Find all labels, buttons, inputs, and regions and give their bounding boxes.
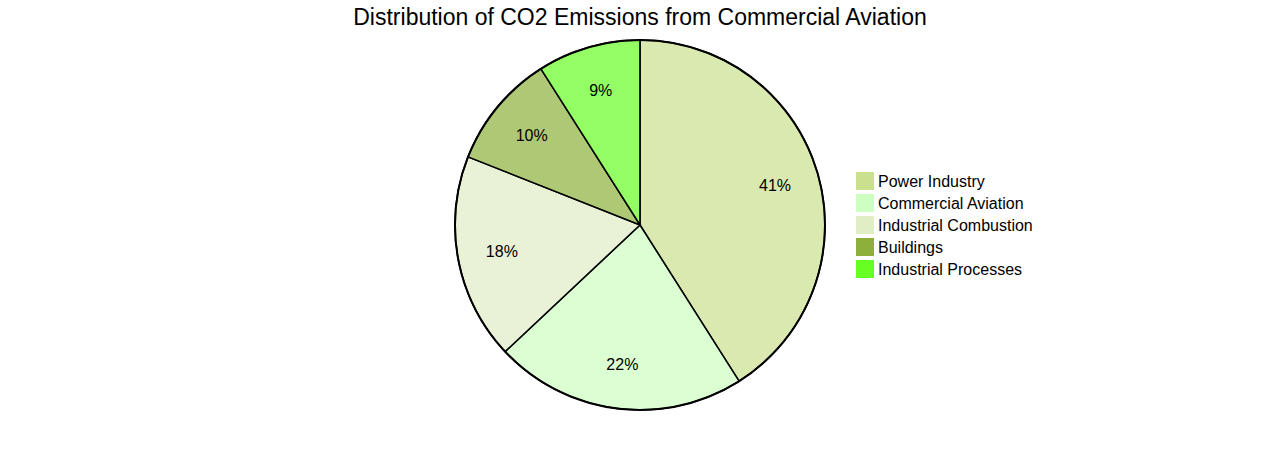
data-label: 9% xyxy=(589,82,612,99)
data-label: 22% xyxy=(606,356,638,373)
legend-label: Industrial Processes xyxy=(878,261,1022,278)
data-label: 10% xyxy=(516,127,548,144)
pie-slice xyxy=(541,40,640,225)
legend-label: Power Industry xyxy=(878,173,985,190)
chart: Distribution of CO2 Emissions from Comme… xyxy=(0,0,1280,450)
pie xyxy=(455,40,825,410)
legend-swatch xyxy=(856,194,874,212)
pie-outline xyxy=(455,40,825,410)
legend-swatch xyxy=(856,216,874,234)
legend-label: Commercial Aviation xyxy=(878,195,1024,212)
title: Distribution of CO2 Emissions from Comme… xyxy=(353,4,926,30)
legend-swatch xyxy=(856,238,874,256)
data-label: 41% xyxy=(759,177,791,194)
data-labels: 41% 22% 18% 10% 9% xyxy=(486,82,791,374)
legend: Power Industry Commercial Aviation Industr… xyxy=(856,172,1033,278)
data-label: 18% xyxy=(486,243,518,260)
legend-swatch xyxy=(856,172,874,190)
legend-label: Buildings xyxy=(878,239,943,256)
legend-label: Industrial Combustion xyxy=(878,217,1033,234)
legend-swatch xyxy=(856,260,874,278)
